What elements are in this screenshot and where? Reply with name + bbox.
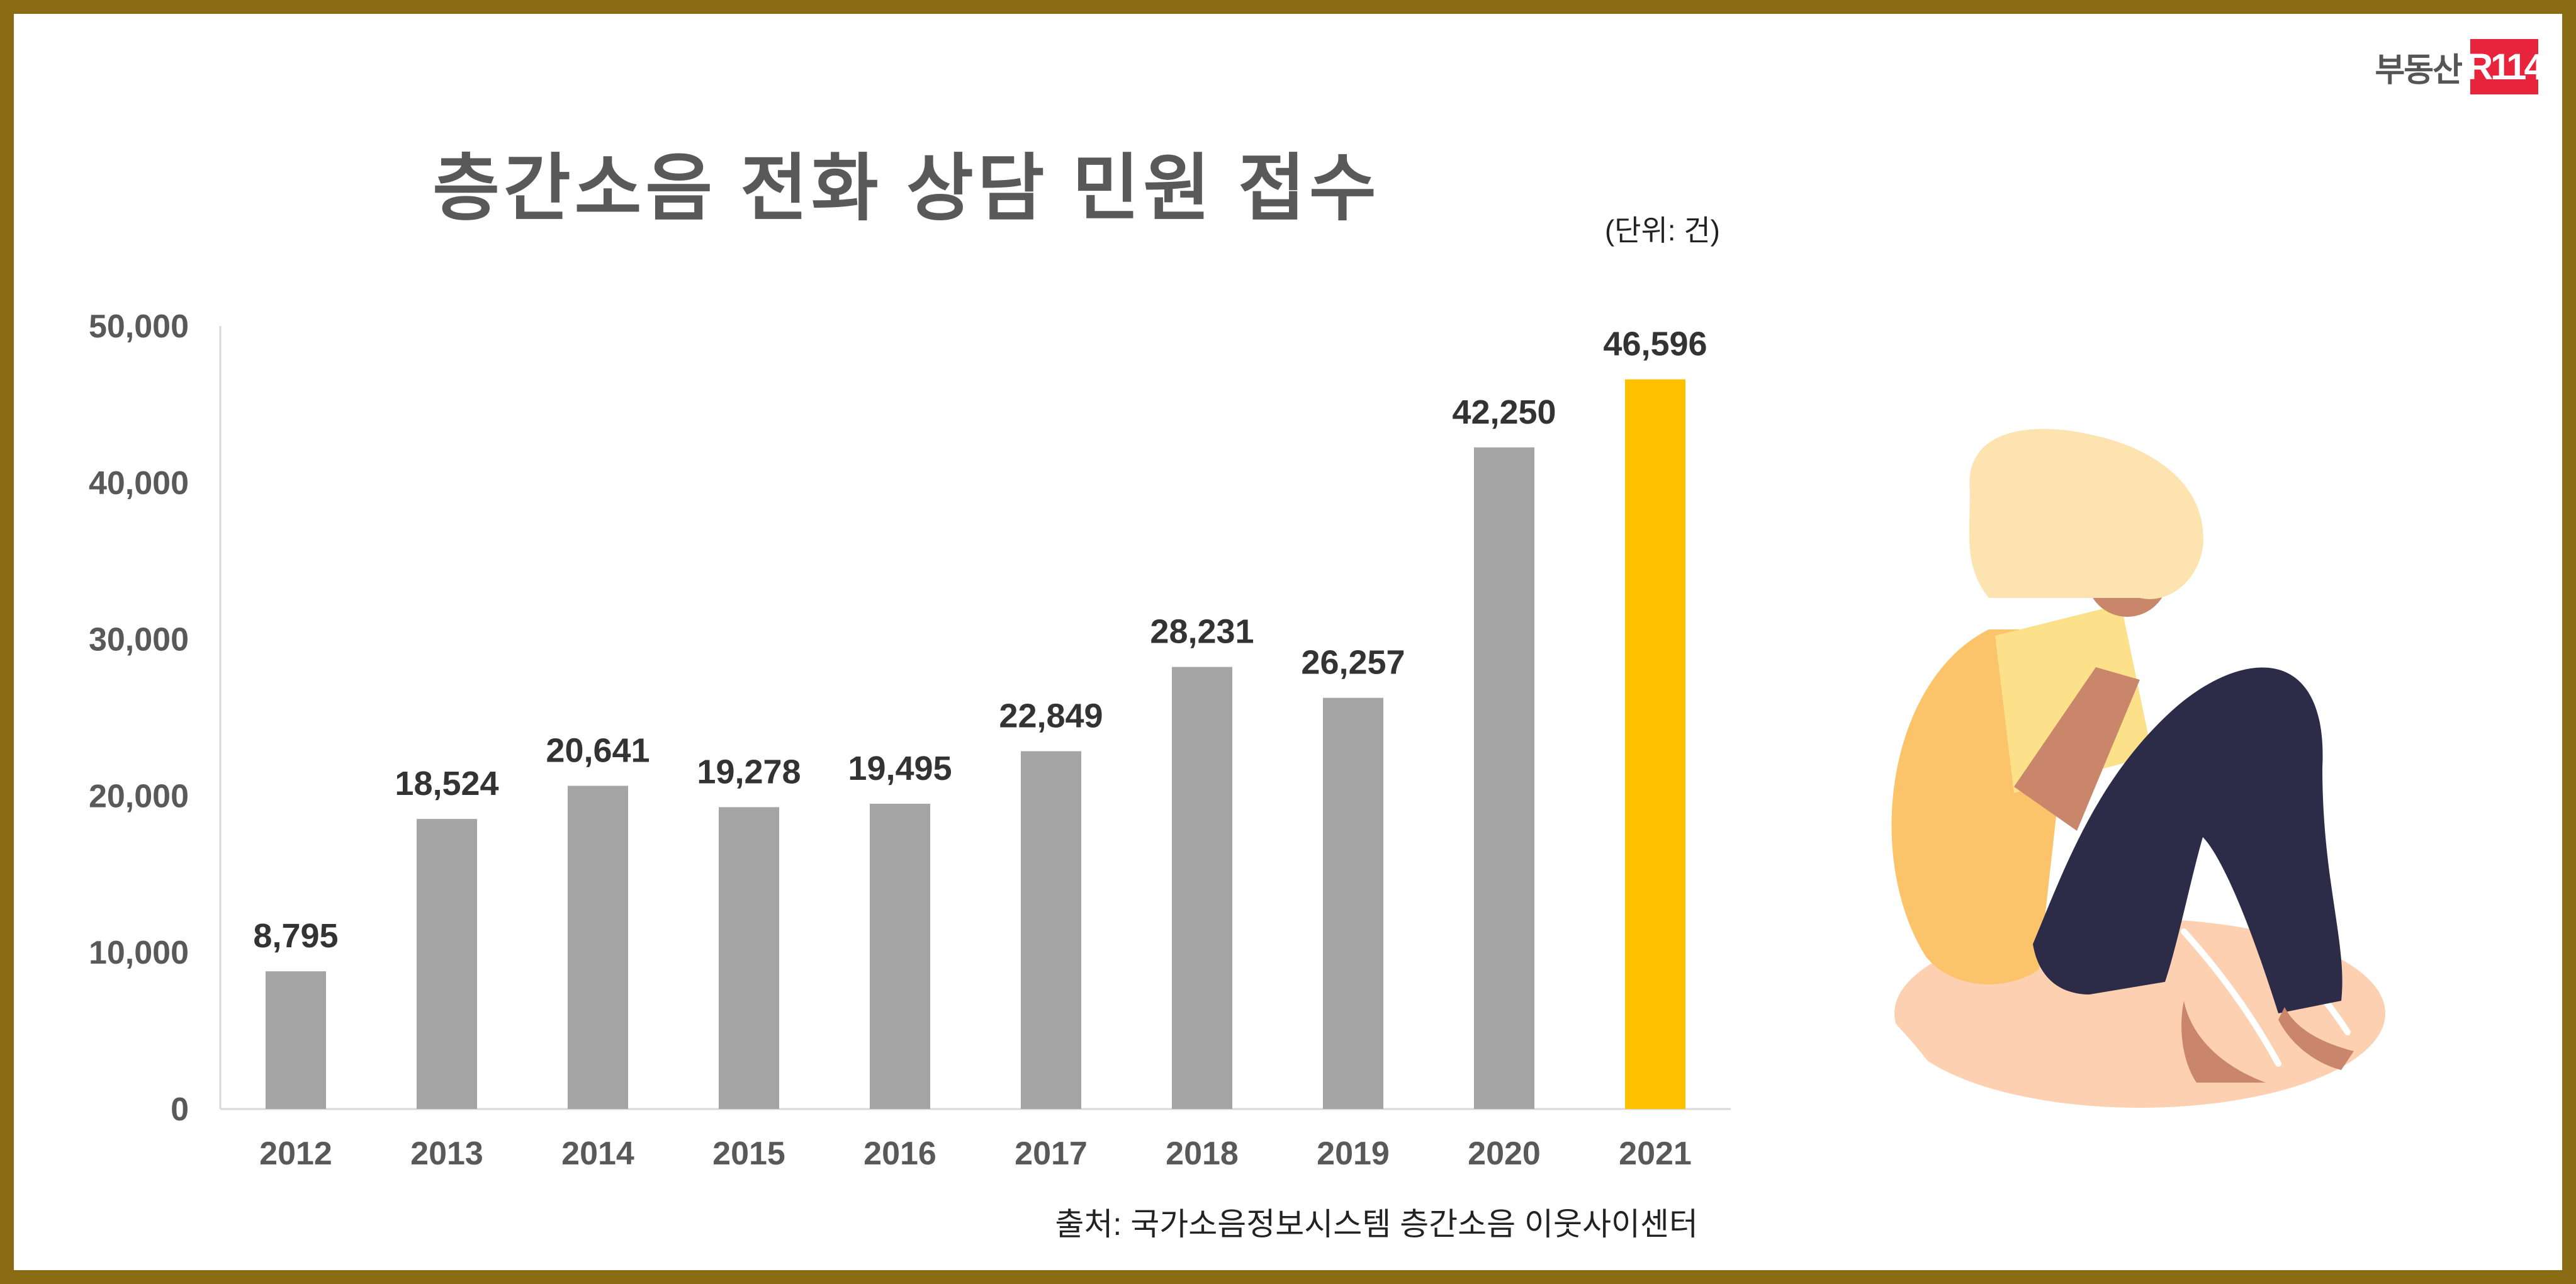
data-label-2019: 26,257 [1301,644,1405,682]
data-label-2015: 19,278 [697,753,801,791]
bar-2016 [870,803,930,1109]
y-tick-label: 10,000 [89,935,189,971]
data-label-2012: 8,795 [253,917,338,955]
bar-2013 [417,819,477,1109]
chart-title: 층간소음 전화 상담 민원 접수 [432,147,1380,229]
data-label-2020: 42,250 [1452,393,1556,431]
data-label-2013: 18,524 [395,765,498,802]
category-label-2019: 2019 [1317,1135,1390,1172]
brand-logo: 부동산 R114 [2375,39,2545,94]
bar-2020 [1474,447,1534,1109]
bars [266,379,1685,1109]
data-label-2016: 19,495 [848,750,952,787]
logo-badge: R114 [2466,39,2545,94]
logo-text: 부동산 [2375,52,2463,89]
unit-label: (단위: 건) [1604,214,1720,247]
y-tick-label: 50,000 [89,308,189,345]
bar-2018 [1172,667,1232,1109]
illustration-person-icon [1822,429,2464,1108]
bar-2019 [1323,697,1383,1109]
category-label-2012: 2012 [259,1135,332,1172]
category-label-2016: 2016 [863,1135,936,1172]
category-labels: 2012 2013 2014 2015 2016 2017 2018 2019 2020 2021 [259,1135,1692,1172]
category-label-2015: 2015 [712,1135,785,1172]
category-label-2018: 2018 [1166,1135,1239,1172]
data-label-2017: 22,849 [999,697,1103,735]
data-labels: 8,795 18,524 20,641 19,278 19,495 22,849 28,23… [253,325,1707,955]
y-tick-label: 30,000 [89,622,189,658]
data-label-2021: 46,596 [1603,325,1707,363]
data-label-2018: 28,231 [1150,613,1254,651]
data-label-2014: 20,641 [546,731,650,769]
category-label-2013: 2013 [410,1135,483,1172]
category-label-2017: 2017 [1015,1135,1088,1172]
bar-2015 [719,807,779,1109]
source-note: 출처: 국가소음정보시스템 층간소음 이웃사이센터 [1055,1207,1698,1242]
bar-2012 [266,971,326,1109]
category-label-2021: 2021 [1619,1135,1692,1172]
y-tick-label: 0 [171,1091,189,1128]
y-tick-label: 40,000 [89,465,189,502]
category-label-2014: 2014 [561,1135,634,1172]
category-label-2020: 2020 [1468,1135,1541,1172]
bar-2014 [568,786,628,1109]
bar-2021 [1625,379,1685,1109]
y-tick-label: 20,000 [89,778,189,814]
bar-2017 [1021,751,1081,1109]
y-tick-labels: 0 10,000 20,000 30,000 40,000 50,000 [89,308,189,1128]
